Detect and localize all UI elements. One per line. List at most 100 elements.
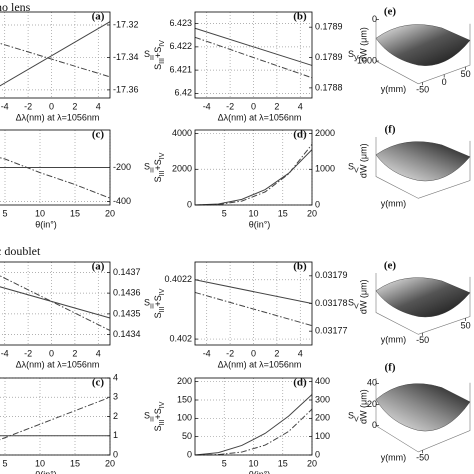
x-tick-label: 20 [307,458,317,468]
y-tick-label: 2 [113,411,118,421]
y-tick-label: 0.1434 [113,329,141,339]
z-axis-label: dW (μm) [358,143,368,178]
y-tick-label: 1 [113,430,118,440]
x-tick-label: 2 [274,101,279,111]
z-tick-label: 0 [372,420,377,430]
x-axis-label: y(mm) [381,335,407,345]
surface [375,24,471,66]
y-axis-label: SII [144,411,154,424]
plot-frame [0,261,111,346]
plot-area [195,378,312,455]
panel-label: (d) [293,377,307,389]
label-part: V [354,168,359,175]
label-part: S [144,162,150,172]
y-tick-label: 2000 [172,164,192,174]
x-tick-label: 10 [248,458,258,468]
section-label: no lens [0,0,31,14]
x-tick-label: -50 [416,453,429,463]
y-tick-label: 1000 [315,164,335,174]
y-tick-label: 3 [113,392,118,402]
y2-axis-label: SV [348,298,359,311]
y-tick-label: 6.423 [169,18,192,28]
label-part: S [348,298,354,308]
y-tick-label: 100 [315,431,330,441]
y-axis-label: SIII+SIV [153,152,166,182]
x-tick-label: 2 [274,348,279,358]
label-part: S [348,49,354,59]
z-tick-label: 40 [367,378,377,388]
y-tick-label: 0.1789 [315,52,343,62]
panel-label: (e) [384,260,397,272]
label-part: III [159,58,166,64]
x-tick-label: 15 [278,458,288,468]
label-part: IV [159,40,166,47]
y2-axis-label: SV [348,49,359,62]
y-tick-label: -200 [113,162,131,172]
x-tick-label: 4 [298,101,303,111]
y-tick-label: 400 [315,376,330,386]
panel-label: (c) [92,129,105,141]
y-tick-label: 100 [177,413,192,423]
label-part: V [354,55,359,62]
y-tick-label: 4 [113,372,118,382]
label-part: II [150,304,154,311]
x-tick-label: 4 [96,101,101,111]
z-tick-label: 20 [367,399,377,409]
panel-label: (a) [92,261,105,273]
label-part: II [150,55,154,62]
y2-axis-label: SV [348,411,359,424]
x-axis-label: y(mm) [381,84,407,94]
x-tick-label: 0 [49,101,54,111]
series-line [194,394,313,456]
y-tick-label: 0 [315,199,320,209]
y-tick-label: 2000 [315,128,335,138]
label-part: S [153,64,163,70]
y-tick-label: 0 [113,449,118,459]
label-part: S [153,312,163,318]
label-part: S [348,162,354,172]
y-tick-label: 0.1788 [315,82,343,92]
series-line [0,286,111,319]
label-part: S [153,176,163,182]
x-axis-label: Δλ(nm) at λ=1056nm [16,112,100,122]
x-axis-label: Δλ(nm) at λ=1056nm [218,359,302,369]
y-tick-label: 0 [187,449,192,459]
x-tick-label: 10 [35,458,45,468]
x-tick-label: 15 [278,208,288,218]
series-line [194,291,313,327]
y-axis-label: SIII+SIV [153,40,166,70]
x-tick-label: 15 [70,458,80,468]
x-tick-label: -50 [416,85,429,95]
label-part: S [144,411,150,421]
label-part: S [348,411,354,421]
axis-box [375,378,471,453]
panel-label: (a) [92,11,105,23]
panel-label: (b) [293,261,307,273]
axis-box [375,272,471,335]
x-axis-label: Δλ(nm) at λ=1056nm [16,359,100,369]
y-tick-label: 200 [177,376,192,386]
z-tick-label: -1000 [354,55,377,65]
label-part: III [159,419,166,425]
x-tick-label: 2 [72,101,77,111]
x-tick-label: 10 [248,208,258,218]
x-tick-label: 0 [251,348,256,358]
x-tick-label: 5 [2,458,7,468]
x-tick-label: 2 [72,348,77,358]
label-part: +S [153,408,163,419]
label-part: S [144,49,150,59]
z-axis-label: dW (μm) [358,27,368,62]
y-tick-label: 0.402 [169,333,192,343]
y-tick-label: 0.1435 [113,308,141,318]
y-tick-label: -400 [113,196,131,206]
x-tick-label: -2 [24,348,32,358]
x-tick-label: -4 [1,101,9,111]
label-part: S [153,425,163,431]
label-part: IV [159,152,166,159]
surface [375,141,471,182]
y-tick-label: 6.422 [169,41,192,51]
y-tick-label: 300 [315,394,330,404]
plot-area [0,12,110,98]
panel-label: (f) [385,362,396,374]
x-tick-label: 5 [222,208,227,218]
